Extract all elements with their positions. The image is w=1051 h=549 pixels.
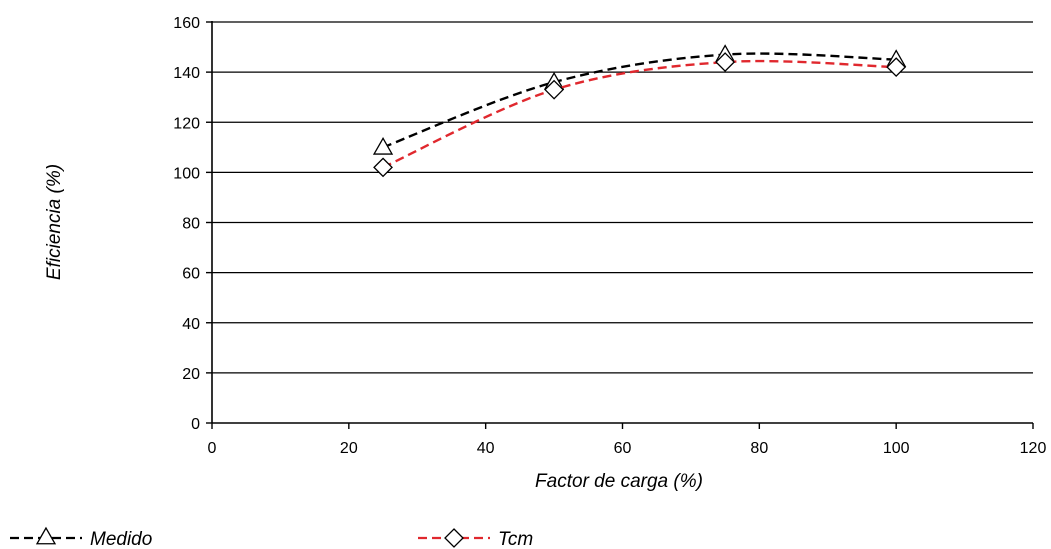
y-tick-label-6: 120: [173, 115, 200, 132]
legend-label-tcm: Tcm: [498, 529, 533, 549]
x-tick-labels: 0 20 40 60 80 100 120: [208, 440, 1047, 457]
point-tcm-1: [544, 79, 565, 100]
y-tick-labels: 0 20 40 60 80 100 120 140 160: [173, 15, 200, 433]
y-tick-label-0: 0: [191, 416, 200, 433]
point-tcm-0: [373, 157, 393, 178]
point-tcm-2: [715, 52, 736, 73]
y-tick-label-5: 100: [173, 165, 200, 182]
y-tick-label-1: 20: [182, 366, 200, 383]
legend-marker-tcm: [444, 528, 464, 548]
legend: Medido Tcm: [10, 526, 533, 549]
y-tick-label-8: 160: [173, 15, 200, 32]
series-group: [372, 44, 907, 178]
legend-marker-medido: [35, 526, 57, 545]
x-tick-label-3: 60: [614, 440, 632, 457]
point-tcm-3: [886, 57, 907, 78]
y-tick-label-7: 140: [173, 65, 200, 82]
x-tick-label-6: 120: [1020, 440, 1047, 457]
gridlines: [212, 21, 1033, 374]
y-tick-label-3: 60: [182, 266, 200, 283]
x-tick-label-2: 40: [477, 440, 495, 457]
y-tick-label-2: 40: [182, 316, 200, 333]
x-tick-label-0: 0: [208, 440, 217, 457]
legend-label-medido: Medido: [90, 529, 152, 549]
y-axis-title: Eficiencia (%): [44, 164, 65, 280]
x-axis-title: Factor de carga (%): [535, 471, 703, 492]
x-tick-label-4: 80: [750, 440, 768, 457]
point-medido-0: [372, 137, 394, 155]
x-tick-label-1: 20: [340, 440, 358, 457]
axes: [206, 21, 1034, 429]
y-tick-label-4: 80: [182, 216, 200, 233]
series-line-tcm: [382, 59, 897, 169]
x-tick-label-5: 100: [883, 440, 910, 457]
series-line-medido: [382, 52, 897, 149]
